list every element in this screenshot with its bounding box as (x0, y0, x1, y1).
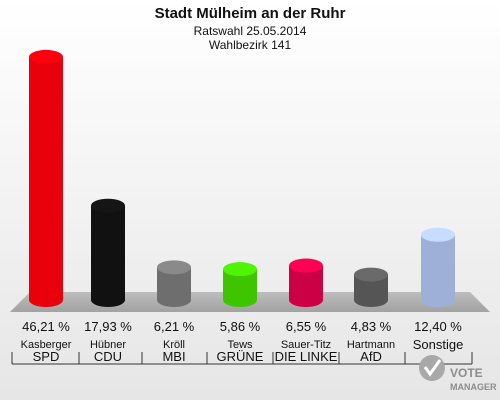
bars-group (29, 49, 455, 308)
bar-cdu (91, 198, 125, 307)
bar-spd (29, 49, 63, 308)
candidate-label: Kasberger (21, 339, 72, 351)
candidate-label: Kröll (163, 339, 185, 351)
chart-subtitle-district: Wahlbezirk 141 (209, 38, 292, 52)
bar-cap (157, 260, 191, 275)
bar-cap (289, 258, 323, 273)
party-label: CDU (94, 349, 122, 364)
party-label: Sonstige (413, 337, 464, 352)
party-label: GRÜNE (217, 349, 264, 364)
candidate-label: Tews (227, 339, 253, 351)
chart-subtitle-election: Ratswahl 25.05.2014 (194, 24, 307, 38)
candidate-label: Hartmann (347, 339, 395, 351)
logo-line1: VOTE (450, 366, 483, 380)
party-label: SPD (33, 349, 60, 364)
value-label: 6,21 % (154, 319, 195, 334)
value-label: 4,83 % (351, 319, 392, 334)
value-label: 6,55 % (286, 319, 327, 334)
bar-body (289, 265, 323, 307)
bar-body (354, 274, 388, 307)
bar-mbi (157, 260, 191, 307)
logo-line2: MANAGER (450, 382, 497, 392)
bar-body (91, 205, 125, 307)
vote-manager-logo: VOTE MANAGER (419, 355, 497, 392)
bar-cap (223, 262, 257, 277)
value-label: 12,40 % (414, 319, 462, 334)
candidate-label: Hübner (90, 339, 126, 351)
bar-die-linke (289, 258, 323, 307)
bar-afd (354, 267, 388, 307)
bar-gr-ne (223, 262, 257, 307)
bar-body (157, 267, 191, 307)
value-label: 46,21 % (22, 319, 70, 334)
checkmark-icon (419, 355, 445, 381)
candidate-label: Sauer-Titz (281, 339, 331, 351)
bar-cap (354, 267, 388, 282)
bar-body (223, 269, 257, 307)
bar-body (29, 56, 63, 308)
party-label: AfD (360, 349, 382, 364)
value-label: 17,93 % (84, 319, 132, 334)
party-label: MBI (162, 349, 185, 364)
value-label: 5,86 % (220, 319, 261, 334)
bar-body (421, 234, 455, 307)
chart-title: Stadt Mülheim an der Ruhr (155, 5, 346, 22)
bar-sonstige (421, 227, 455, 307)
party-label: DIE LINKE (275, 349, 338, 364)
bar-cap (29, 49, 63, 64)
bar-cap (421, 227, 455, 242)
bar-cap (91, 198, 125, 213)
